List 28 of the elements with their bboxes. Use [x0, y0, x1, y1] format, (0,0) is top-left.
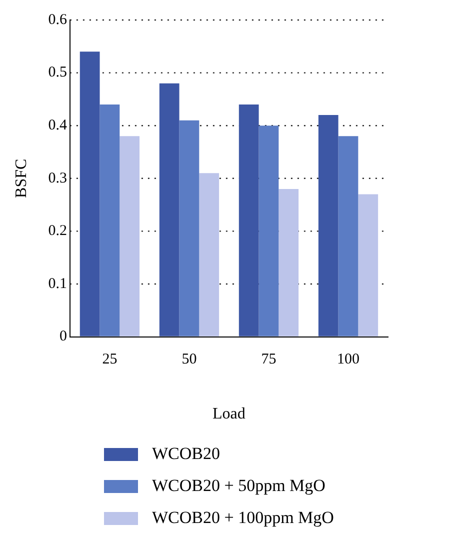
bar — [120, 136, 140, 336]
bar — [80, 52, 100, 336]
bar — [318, 115, 338, 336]
y-tick-label: 0.3 — [48, 170, 67, 186]
bar — [278, 188, 299, 336]
y-tick-label: 0.2 — [48, 223, 67, 240]
bar — [100, 104, 120, 336]
bar — [358, 194, 378, 336]
y-tick-label: 0.6 — [48, 12, 68, 28]
y-tick-label: 0.1 — [48, 276, 67, 292]
bar — [199, 173, 220, 336]
y-axis-title: BSFC — [12, 158, 30, 198]
legend-label: WCOB20 — [152, 444, 220, 464]
legend-label: WCOB20 + 50ppm MgO — [152, 476, 326, 496]
x-axis-title: Load — [212, 406, 246, 423]
x-tick-label: 75 — [261, 352, 276, 368]
y-tick-label: 0 — [59, 328, 67, 345]
y-tick-label: 0.5 — [48, 64, 67, 81]
x-tick-label: 50 — [182, 352, 197, 368]
bar — [258, 126, 279, 336]
y-tick-label: 0.4 — [48, 118, 68, 134]
bar — [238, 104, 259, 336]
bar — [179, 120, 200, 336]
bar — [159, 83, 180, 336]
x-tick-label: 25 — [102, 352, 118, 368]
bar — [338, 136, 358, 336]
legend-label: WCOB20 + 100ppm MgO — [152, 508, 334, 528]
x-tick-label: 100 — [336, 352, 360, 368]
